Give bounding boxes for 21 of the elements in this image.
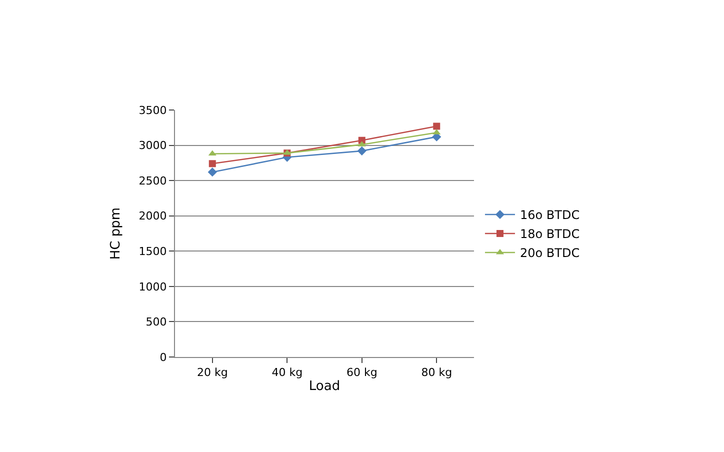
point <box>357 146 366 156</box>
x-tick-label: 80 kg <box>421 366 452 380</box>
x-tick-label: 20 kg <box>196 366 228 380</box>
point <box>208 160 216 168</box>
y-tick-label: 500 <box>146 316 167 329</box>
x-axis-title: Load <box>308 378 340 394</box>
legend-label: 20o BTDC <box>520 246 580 260</box>
legend-label: 16o BTDC <box>520 208 580 222</box>
y-tick-label: 2500 <box>138 174 167 188</box>
y-axis-title: HC ppm <box>108 207 124 260</box>
y-tick-label: 1500 <box>138 244 167 258</box>
point <box>208 168 217 177</box>
legend-label: 18o BTDC <box>520 227 580 242</box>
x-tick-label: 60 kg <box>346 366 378 380</box>
y-tick-label: 0 <box>160 350 167 364</box>
y-tick-label: 3000 <box>138 139 167 152</box>
y-tick-label: 3500 <box>138 104 167 117</box>
y-tick-label: 2000 <box>138 210 167 223</box>
x-tick-label: 40 kg <box>272 366 303 380</box>
y-tick-label: 1000 <box>138 280 167 294</box>
point <box>433 122 440 130</box>
